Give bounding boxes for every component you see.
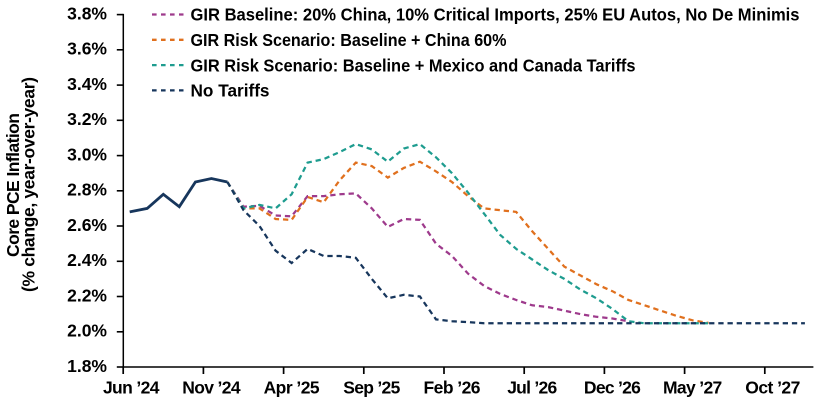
svg-text:3.4%: 3.4% [67,74,107,94]
svg-text:Sep ’25: Sep ’25 [343,378,400,398]
svg-text:3.2%: 3.2% [67,109,107,129]
svg-text:Apr ’25: Apr ’25 [264,378,320,398]
svg-text:Feb ’26: Feb ’26 [424,378,481,398]
svg-text:Dec ’26: Dec ’26 [584,378,641,398]
svg-text:Oct ’27: Oct ’27 [745,378,800,398]
svg-text:GIR Risk Scenario: Baseline +: GIR Risk Scenario: Baseline + China 60% [191,30,507,50]
svg-text:Core PCE Inflation: Core PCE Inflation [3,113,23,257]
svg-text:3.0%: 3.0% [67,144,107,164]
svg-text:2.2%: 2.2% [67,285,107,305]
svg-text:Jul ’26: Jul ’26 [507,378,557,398]
svg-text:May ’27: May ’27 [663,378,722,398]
svg-text:2.6%: 2.6% [67,215,107,235]
svg-text:Nov ’24: Nov ’24 [182,378,241,398]
svg-text:3.8%: 3.8% [67,3,107,23]
svg-text:2.0%: 2.0% [67,321,107,341]
svg-text:2.4%: 2.4% [67,250,107,270]
svg-text:(% change, year-over-year): (% change, year-over-year) [19,77,39,292]
svg-text:Jun ’24: Jun ’24 [103,378,160,398]
svg-text:No Tariffs: No Tariffs [191,81,270,101]
svg-text:2.8%: 2.8% [67,180,107,200]
svg-text:GIR Risk Scenario: Baseline +: GIR Risk Scenario: Baseline + Mexico and… [191,55,636,75]
svg-text:GIR Baseline: 20% China, 10% C: GIR Baseline: 20% China, 10% Critical Im… [191,5,800,25]
svg-text:1.8%: 1.8% [67,356,107,376]
svg-text:3.6%: 3.6% [67,39,107,59]
